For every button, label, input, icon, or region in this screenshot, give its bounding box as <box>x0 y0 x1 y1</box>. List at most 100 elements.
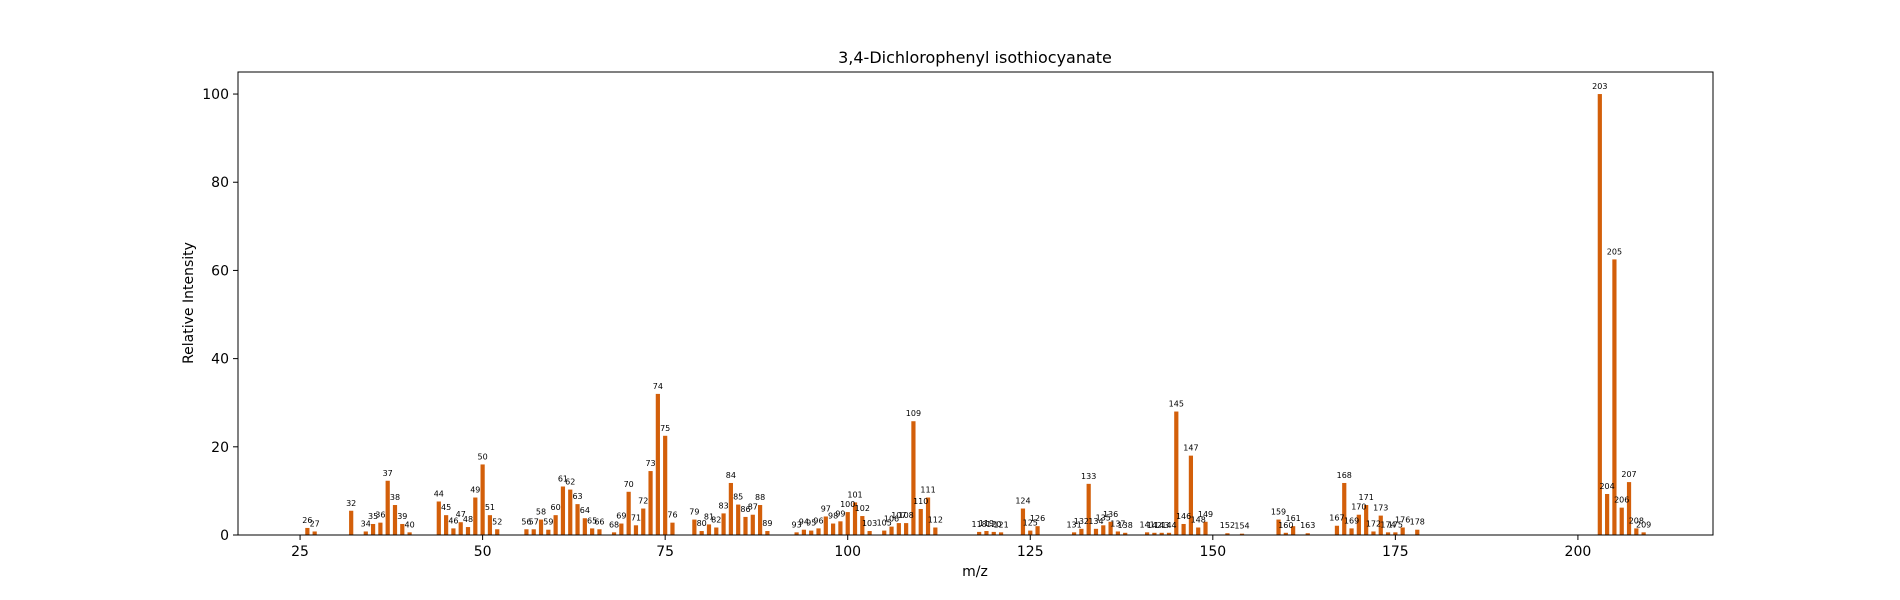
peak-bar-120 <box>991 531 996 535</box>
peak-label-121: 121 <box>993 520 1008 529</box>
peak-bar-70 <box>626 491 631 535</box>
peak-bar-49 <box>473 497 478 535</box>
peak-bar-136 <box>1108 521 1113 535</box>
peak-label-72: 72 <box>638 497 648 506</box>
peak-bar-50 <box>480 464 485 535</box>
peak-label-134: 134 <box>1088 517 1103 526</box>
peak-label-124: 124 <box>1015 497 1030 506</box>
peak-label-209: 209 <box>1636 520 1651 529</box>
peak-label-149: 149 <box>1198 510 1213 519</box>
peak-bar-26 <box>305 527 310 535</box>
peak-bar-72 <box>641 508 646 535</box>
peak-bar-47 <box>458 522 463 535</box>
peak-bar-178 <box>1415 529 1420 535</box>
peak-label-93: 93 <box>792 520 802 529</box>
peak-label-73: 73 <box>645 459 655 468</box>
peak-label-133: 133 <box>1081 472 1096 481</box>
peak-bar-112 <box>933 527 938 535</box>
peak-bar-63 <box>575 504 580 535</box>
peak-label-27: 27 <box>310 519 320 528</box>
peak-bar-109 <box>911 421 916 535</box>
peak-label-48: 48 <box>463 515 473 524</box>
peak-label-87: 87 <box>748 503 758 512</box>
peak-bar-27 <box>312 531 317 535</box>
x-tick-label-200: 200 <box>1565 544 1592 560</box>
peak-bar-172 <box>1371 531 1376 535</box>
peak-label-174: 174 <box>1380 520 1395 529</box>
peak-label-94: 94 <box>799 518 809 527</box>
peak-label-167: 167 <box>1329 514 1344 523</box>
peak-label-175: 175 <box>1388 520 1403 529</box>
peak-bar-152 <box>1225 533 1230 535</box>
peak-bar-173 <box>1378 515 1383 535</box>
peak-bar-73 <box>648 471 653 535</box>
peak-label-145: 145 <box>1169 400 1184 409</box>
peak-bar-119 <box>984 531 989 535</box>
peak-label-44: 44 <box>434 489 444 498</box>
peak-label-80: 80 <box>697 519 707 528</box>
peak-label-146: 146 <box>1176 512 1191 521</box>
x-tick-label-125: 125 <box>1017 544 1044 560</box>
peak-label-170: 170 <box>1351 503 1366 512</box>
peak-label-109: 109 <box>906 409 921 418</box>
peak-label-131: 131 <box>1066 520 1081 529</box>
peak-bar-174 <box>1385 532 1391 535</box>
peak-label-206: 206 <box>1614 496 1629 505</box>
y-tick-label-60: 60 <box>211 263 229 279</box>
peak-bar-176 <box>1400 527 1405 535</box>
peak-label-118: 118 <box>972 520 987 529</box>
peak-label-76: 76 <box>667 511 677 520</box>
peak-label-89: 89 <box>762 519 772 528</box>
peak-label-36: 36 <box>375 511 385 520</box>
peak-bar-207 <box>1626 482 1632 535</box>
peak-label-147: 147 <box>1183 444 1198 453</box>
peak-label-106: 106 <box>884 515 899 524</box>
peak-bar-105 <box>882 530 887 535</box>
y-tick-label-80: 80 <box>211 175 229 191</box>
peak-label-154: 154 <box>1234 522 1249 531</box>
peak-label-26: 26 <box>302 516 312 525</box>
peak-bar-144 <box>1166 532 1172 535</box>
peak-label-126: 126 <box>1030 514 1045 523</box>
peak-label-132: 132 <box>1074 517 1089 526</box>
peak-label-137: 137 <box>1110 519 1125 528</box>
peak-label-40: 40 <box>405 520 415 529</box>
peak-label-81: 81 <box>704 512 714 521</box>
peak-label-171: 171 <box>1359 493 1374 502</box>
peak-label-207: 207 <box>1621 470 1636 479</box>
peak-bar-81 <box>706 524 712 535</box>
peak-bar-56 <box>524 529 529 535</box>
peak-label-99: 99 <box>835 509 845 518</box>
peak-bar-124 <box>1020 508 1026 535</box>
peak-bar-163 <box>1305 533 1310 535</box>
peak-label-84: 84 <box>726 471 736 480</box>
peak-label-88: 88 <box>755 493 765 502</box>
peak-label-63: 63 <box>572 492 582 501</box>
plot-frame <box>237 71 1714 536</box>
peak-label-62: 62 <box>565 478 575 487</box>
peak-label-178: 178 <box>1410 518 1425 527</box>
peak-label-142: 142 <box>1147 521 1162 530</box>
x-tick-label-50: 50 <box>474 544 492 560</box>
peak-bar-208 <box>1634 528 1639 535</box>
peak-bar-148 <box>1196 527 1201 535</box>
peak-bar-93 <box>794 532 799 535</box>
peak-bar-125 <box>1028 530 1033 535</box>
peak-label-141: 141 <box>1139 520 1154 529</box>
peak-label-57: 57 <box>529 517 539 526</box>
peak-bar-36 <box>378 522 383 535</box>
peak-label-45: 45 <box>441 503 451 512</box>
peak-bar-111 <box>925 497 931 535</box>
peak-label-102: 102 <box>855 504 870 513</box>
peak-bar-82 <box>714 527 719 535</box>
peak-bar-107 <box>896 523 901 535</box>
peak-bar-59 <box>546 529 551 535</box>
peak-label-101: 101 <box>847 490 862 499</box>
peak-label-85: 85 <box>733 493 743 502</box>
peak-label-71: 71 <box>631 513 641 522</box>
peak-label-204: 204 <box>1599 482 1614 491</box>
peak-label-176: 176 <box>1395 516 1410 525</box>
